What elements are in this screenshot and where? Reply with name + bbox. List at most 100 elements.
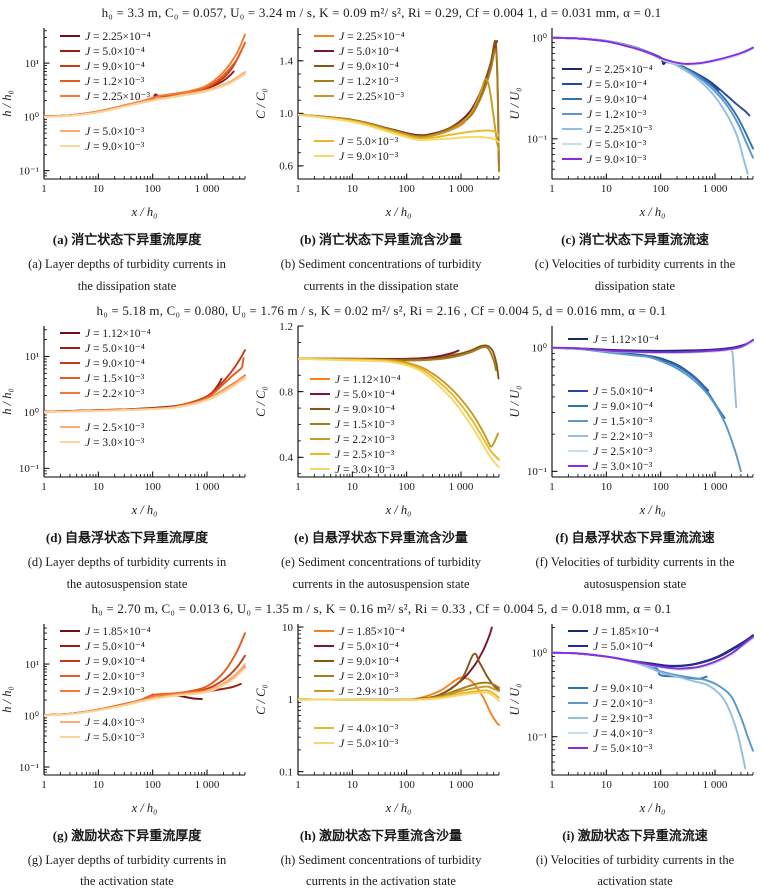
y-tick-label: 0.8 <box>279 386 293 398</box>
y-axis-label: C / C₀ <box>254 386 268 417</box>
legend-line-swatch <box>568 630 588 632</box>
legend-label: J = 1.5×10⁻³ <box>335 417 394 431</box>
legend-item: J = 4.0×10⁻³ <box>60 714 144 729</box>
legend-line-swatch <box>562 83 582 85</box>
legend-label: J = 5.0×10⁻³ <box>593 741 652 755</box>
legend-line-swatch <box>60 50 80 52</box>
legend-label: J = 2.9×10⁻³ <box>339 684 398 698</box>
y-tick-label: 10⁻¹ <box>19 761 39 773</box>
x-tick-label: 1 <box>41 779 47 791</box>
legend-label: J = 9.0×10⁻³ <box>339 149 398 163</box>
legend-label: J = 5.0×10⁻³ <box>587 137 646 151</box>
legend-line-swatch <box>314 140 334 142</box>
captions-row-1: (a) 消亡状态下异重流厚度 (a) Layer depths of turbi… <box>0 221 763 298</box>
x-tick-label: 10 <box>601 481 613 493</box>
legend-line-swatch <box>562 143 582 145</box>
legend-item: J = 9.0×10⁻³ <box>314 149 398 164</box>
legend-item: J = 5.0×10⁻³ <box>314 134 398 149</box>
x-tick-label: 10 <box>93 779 105 791</box>
legend-label: J = 4.0×10⁻³ <box>85 715 144 729</box>
legend-item: J = 9.0×10⁻³ <box>60 138 144 153</box>
legend-item: J = 2.2×10⁻³ <box>310 431 401 446</box>
y-axis-label: U / U₀ <box>508 385 522 417</box>
legend-item: J = 2.25×10⁻⁴ <box>562 61 653 76</box>
x-axis-label: x / h₀ <box>385 503 412 517</box>
legend-label: J = 5.0×10⁻⁴ <box>587 77 647 91</box>
caption-g: (g) 激励状态下异重流厚度 (g) Layer depths of turbi… <box>0 817 254 893</box>
legend-item: J = 9.0×10⁻⁴ <box>310 401 401 416</box>
legend-item: J = 5.0×10⁻⁴ <box>60 639 151 654</box>
x-tick-label: 100 <box>144 779 161 791</box>
legend-item: J = 5.0×10⁻³ <box>60 729 144 744</box>
legend-label: J = 2.0×10⁻³ <box>339 669 398 683</box>
legend-label: J = 2.9×10⁻³ <box>593 711 652 725</box>
legend-label: J = 2.25×10⁻³ <box>85 89 150 103</box>
legend-item: J = 1.85×10⁻⁴ <box>314 624 405 639</box>
legend-item: J = 5.0×10⁻⁴ <box>314 639 405 654</box>
legend-line-swatch <box>60 441 80 443</box>
legend-line-swatch <box>60 347 80 349</box>
legend-line-swatch <box>314 645 334 647</box>
legend-label: J = 2.2×10⁻³ <box>593 429 652 443</box>
y-tick-label: 10⁻¹ <box>527 134 547 146</box>
legend-item: J = 4.0×10⁻³ <box>568 726 653 741</box>
legend-item: J = 2.2×10⁻³ <box>60 386 151 401</box>
legend-label: J = 1.5×10⁻³ <box>85 371 144 385</box>
legend-line-swatch <box>568 747 588 749</box>
caption-f: (f) 自悬浮状态下异重流流速 (f) Velocities of turbid… <box>508 519 762 596</box>
legend-item: J = 2.5×10⁻³ <box>310 446 401 461</box>
caption-en-i: (i) Velocities of turbidity currents in … <box>528 850 743 893</box>
caption-zh-i: (i) 激励状态下异重流流速 <box>508 825 762 844</box>
legend-line-swatch <box>568 732 588 734</box>
legend-item: J = 5.0×10⁻⁴ <box>568 639 659 654</box>
caption-zh-c: (c) 消亡状态下异重流流速 <box>508 229 762 248</box>
x-axis-label: x / h₀ <box>131 801 158 815</box>
captions-row-2: (d) 自悬浮状态下异重流厚度 (d) Layer depths of turb… <box>0 519 763 596</box>
legend-line-swatch <box>314 155 334 157</box>
x-axis-label: x / h₀ <box>639 503 666 517</box>
y-tick-label: 10¹ <box>25 658 39 670</box>
legend-line-swatch <box>60 675 80 677</box>
x-tick-label: 1 000 <box>449 779 474 791</box>
caption-c: (c) 消亡状态下异重流流速 (c) Velocities of turbidi… <box>508 221 762 298</box>
legend-line-swatch <box>314 95 334 97</box>
caption-en-b: (b) Sediment concentrations of turbidity… <box>274 254 489 298</box>
y-tick-label: 10¹ <box>25 351 39 363</box>
legend-line-swatch <box>60 392 80 394</box>
x-tick-label: 1 000 <box>195 183 220 195</box>
x-tick-label: 1 000 <box>195 779 220 791</box>
y-axis-label: h / h₀ <box>0 90 14 117</box>
legend-label: J = 5.0×10⁻⁴ <box>339 639 399 653</box>
legend-item: J = 1.2×10⁻³ <box>314 73 405 88</box>
legend-item: J = 1.2×10⁻³ <box>562 106 653 121</box>
legend-line-swatch <box>314 742 334 744</box>
legend-label: J = 5.0×10⁻⁴ <box>335 387 395 401</box>
legend-item: J = 2.25×10⁻⁴ <box>60 28 151 43</box>
y-tick-label: 10 <box>282 621 294 633</box>
legend-line-swatch <box>314 630 334 632</box>
legend-line-swatch <box>60 426 80 428</box>
legend-line-swatch <box>314 35 334 37</box>
x-tick-label: 1 000 <box>703 183 728 195</box>
y-tick-label: 10⁻¹ <box>527 466 547 478</box>
legend-label: J = 9.0×10⁻⁴ <box>593 399 653 413</box>
legend-item: J = 2.25×10⁻³ <box>60 88 151 103</box>
legend-item: J = 2.5×10⁻³ <box>60 419 144 434</box>
legend-label: J = 2.0×10⁻³ <box>593 696 652 710</box>
caption-zh-e: (e) 自悬浮状态下异重流含沙量 <box>254 527 508 546</box>
caption-en-e: (e) Sediment concentrations of turbidity… <box>274 552 489 596</box>
legend-line-swatch <box>568 390 588 392</box>
legend-item: J = 9.0×10⁻⁴ <box>568 398 653 413</box>
legend-line-swatch <box>562 158 582 160</box>
x-tick-label: 100 <box>398 481 415 493</box>
